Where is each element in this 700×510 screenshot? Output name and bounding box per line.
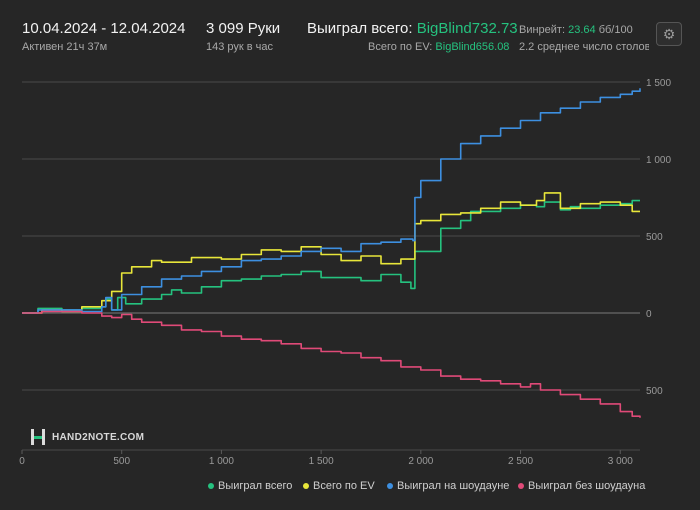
x-tick-label: 3 000 <box>608 456 633 467</box>
won-total-value: BigBlind732.73 <box>416 20 518 37</box>
winrate: Винрейт: 23.64 бб/100 <box>519 24 633 36</box>
legend-label: Выиграл на шоудауне <box>397 480 510 492</box>
grid <box>22 81 640 451</box>
x-tick-label: 2 000 <box>408 456 433 467</box>
ev-total: Всего по EV: BigBlind656.08 <box>368 41 509 53</box>
series-won-total <box>22 199 640 314</box>
legend-label: Выиграл всего <box>218 480 293 492</box>
ev-total-value: BigBlind656.08 <box>435 41 510 53</box>
x-tick-label: 1 000 <box>209 456 234 467</box>
won-total-label: Выиграл всего: <box>307 20 413 37</box>
hand2note-logo-text: HAND2NOTE.COM <box>52 431 145 443</box>
legend-marker <box>303 483 309 489</box>
series-won-non-showdown <box>22 310 641 418</box>
hands-per-hour: 143 рук в час <box>206 41 274 53</box>
legend-item-won-non-showdown[interactable]: Выиграл без шоудауна <box>518 480 645 492</box>
winrate-unit: бб/100 <box>598 24 633 36</box>
hands-count: 3 099 Руки <box>206 20 281 37</box>
hand2note-logo-icon <box>31 429 45 445</box>
active-time: Активен 21ч 37м <box>22 41 108 53</box>
x-axis-ticks: 0 500 1 000 1 500 2 000 2 500 3 000 <box>19 450 633 467</box>
y-tick-label: 500 <box>646 386 663 397</box>
y-tick-label: 500 <box>646 232 663 243</box>
legend-marker <box>387 483 393 489</box>
legend-item-ev-total[interactable]: Всего по EV <box>303 480 375 492</box>
y-axis-ticks: 1 500 1 000 500 0 500 <box>646 78 671 397</box>
series-won-showdown <box>22 88 641 314</box>
won-total: Выиграл всего: BigBlind732.73 <box>307 20 518 37</box>
legend-item-won-total[interactable]: Выиграл всего <box>208 480 292 492</box>
legend-label: Выиграл без шоудауна <box>528 480 646 492</box>
x-tick-label: 2 500 <box>508 456 533 467</box>
date-range[interactable]: 10.04.2024 - 12.04.2024 <box>22 20 186 37</box>
y-tick-label: 1 500 <box>646 78 671 89</box>
x-tick-label: 0 <box>19 456 25 467</box>
series-ev-total <box>22 192 640 314</box>
legend-marker <box>208 483 214 489</box>
series-lines <box>22 88 641 418</box>
y-tick-label: 0 <box>646 309 652 320</box>
legend-marker <box>518 483 524 489</box>
winrate-value: 23.64 <box>568 24 596 36</box>
summary-header: 10.04.2024 - 12.04.2024 Активен 21ч 37м … <box>0 0 700 68</box>
gear-icon: ⚙ <box>662 25 676 42</box>
y-tick-label: 1 000 <box>646 155 671 166</box>
x-tick-label: 500 <box>113 456 130 467</box>
settings-button[interactable]: ⚙ <box>656 22 682 46</box>
x-tick-label: 1 500 <box>309 456 334 467</box>
legend-label: Всего по EV <box>313 480 375 492</box>
ev-total-label: Всего по EV: <box>368 41 433 53</box>
hand2note-logo: HAND2NOTE.COM <box>30 428 144 446</box>
avg-tables: 2.2 среднее число столов <box>519 41 649 53</box>
winrate-label: Винрейт: <box>519 24 566 36</box>
chart-legend: Выиграл всего Всего по EV Выиграл на шоу… <box>0 480 700 498</box>
legend-item-won-showdown[interactable]: Выиграл на шоудауне <box>387 480 509 492</box>
